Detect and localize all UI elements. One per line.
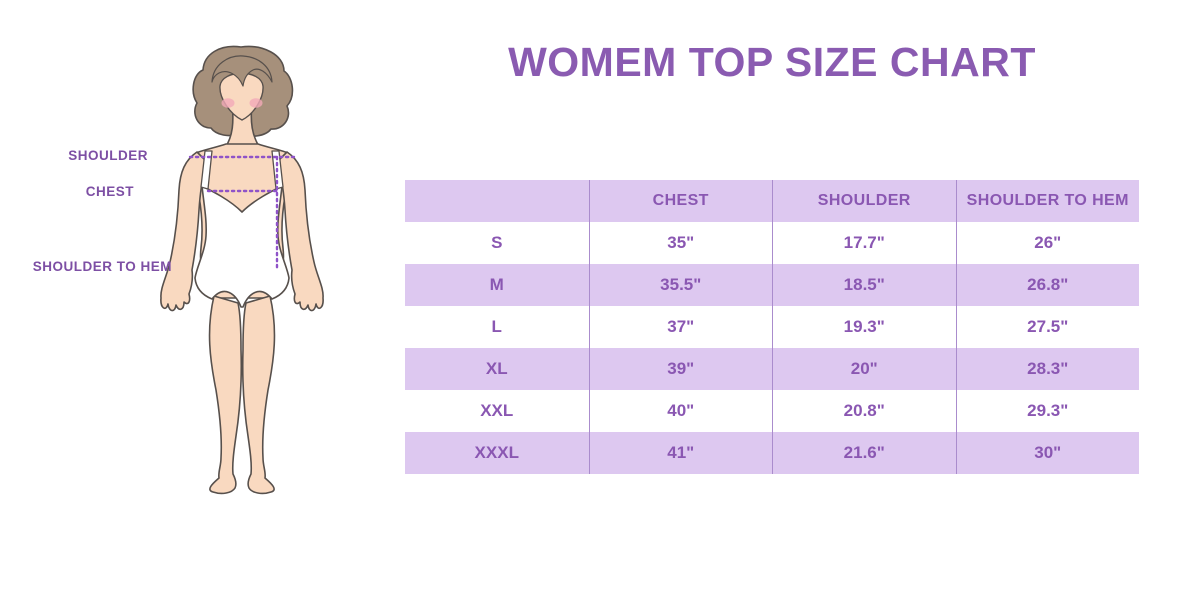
chest-cell: 37" [588,306,773,348]
table-row-s: S 35" 17.7" 26" [405,222,1139,264]
shoulder-label: SHOULDER [68,148,148,163]
table-row-xl: XL 39" 20" 28.3" [405,348,1139,390]
header-size-cell [405,180,589,222]
right-arm [278,151,324,312]
size-table: CHEST SHOULDER SHOULDER TO HEM S 35" 17.… [405,180,1139,474]
shoulder-to-hem-cell: 29.3" [955,390,1140,432]
size-cell: M [489,275,504,294]
size-cell: XXXL [474,443,519,462]
bodysuit [194,185,290,308]
size-cell: XL [485,359,508,378]
chest-label: CHEST [85,184,134,199]
size-cell: L [491,317,502,336]
size-cell: XXL [480,401,514,420]
shoulder-cell: 21.6" [772,432,956,474]
size-cell: S [491,233,503,252]
table-row-xxxl: XXXL 41" 21.6" 30" [405,432,1139,474]
shoulder-to-hem-cell: 27.5" [955,306,1140,348]
shoulder-to-hem-cell: 26" [955,222,1140,264]
header-shoulder-to-hem-cell: SHOULDER TO HEM [955,180,1140,222]
table-row-m: M 35.5" 18.5" 26.8" [405,264,1139,306]
left-arm [160,151,206,312]
shoulder-to-hem-cell: 30" [955,432,1140,474]
table-row-l: L 37" 19.3" 27.5" [405,306,1139,348]
chest-cell: 40" [588,390,773,432]
chest-cell: 41" [588,432,773,474]
shoulder-cell: 18.5" [772,264,956,306]
figure-body [160,45,324,495]
chest-cell: 35" [588,222,773,264]
chest-cell: 35.5" [588,264,773,306]
hair-fringe [211,55,273,87]
left-blush [221,98,235,108]
shoulder-cell: 20.8" [772,390,956,432]
table-row-xxl: XXL 40" 20.8" 29.3" [405,390,1139,432]
shoulder-cell: 20" [772,348,956,390]
shoulder-to-hem-cell: 28.3" [955,348,1140,390]
chest-cell: 39" [588,348,773,390]
shoulder-to-hem-label: SHOULDER TO HEM [32,259,172,274]
shoulder-cell: 19.3" [772,306,956,348]
page-title: WOMEM TOP SIZE CHART [508,39,1036,85]
table-header-row: CHEST SHOULDER SHOULDER TO HEM [405,180,1139,222]
measurement-lines [188,155,296,270]
left-leg [208,295,243,495]
header-shoulder-cell: SHOULDER [772,180,956,222]
left-strap [200,150,213,190]
shoulder-cell: 17.7" [772,222,956,264]
shoulder-to-hem-cell: 26.8" [955,264,1140,306]
right-blush [249,98,263,108]
right-leg [241,295,276,495]
header-chest-cell: CHEST [588,180,773,222]
